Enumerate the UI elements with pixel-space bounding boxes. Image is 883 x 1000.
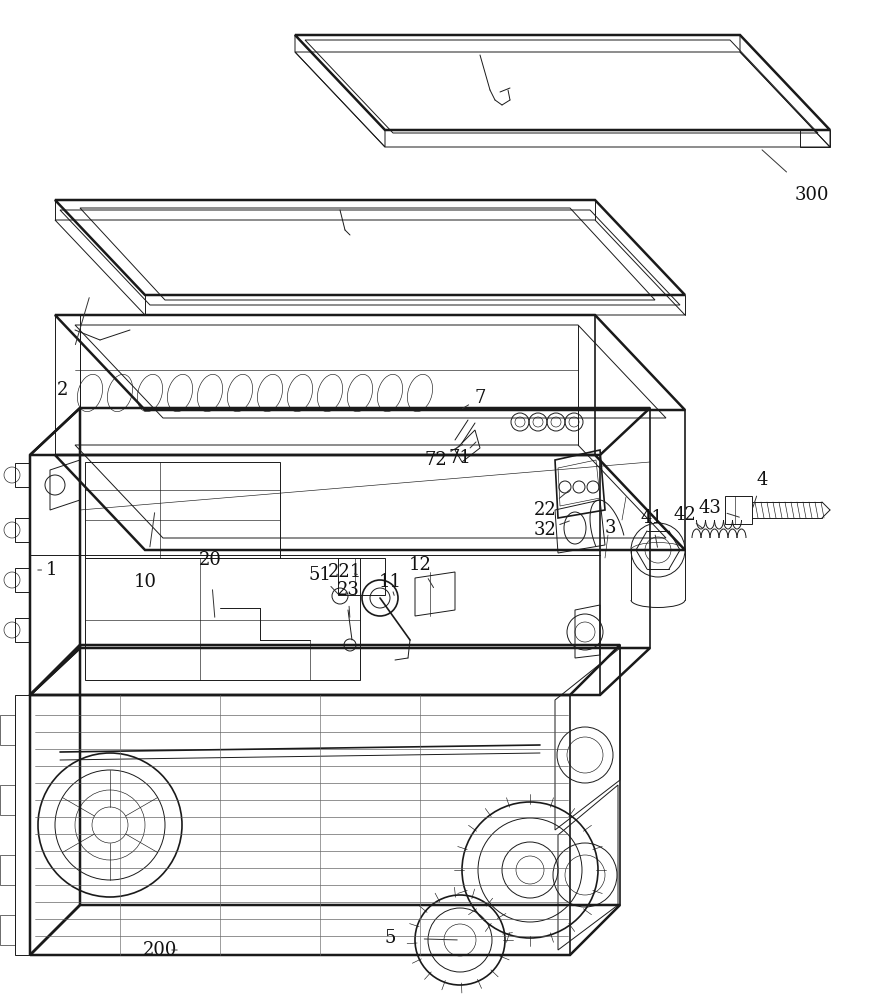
Text: 7: 7 — [474, 389, 486, 407]
Text: 11: 11 — [379, 573, 402, 591]
Text: 200: 200 — [143, 941, 177, 959]
Text: 51: 51 — [308, 566, 331, 584]
Text: 4: 4 — [757, 471, 767, 489]
Text: 1: 1 — [46, 561, 57, 579]
Text: 2: 2 — [57, 381, 68, 399]
Text: 22: 22 — [533, 501, 556, 519]
Text: 300: 300 — [795, 186, 829, 204]
Text: 23: 23 — [336, 581, 359, 599]
Text: 5: 5 — [384, 929, 396, 947]
Text: 71: 71 — [449, 449, 472, 467]
Text: 12: 12 — [409, 556, 432, 574]
Text: 221: 221 — [328, 563, 362, 581]
Text: 20: 20 — [199, 551, 222, 569]
Text: 10: 10 — [133, 573, 156, 591]
Text: 3: 3 — [604, 519, 615, 537]
Text: 42: 42 — [674, 506, 697, 524]
Text: 72: 72 — [425, 451, 448, 469]
Text: 43: 43 — [698, 499, 721, 517]
Text: 41: 41 — [640, 509, 663, 527]
Text: 32: 32 — [533, 521, 556, 539]
